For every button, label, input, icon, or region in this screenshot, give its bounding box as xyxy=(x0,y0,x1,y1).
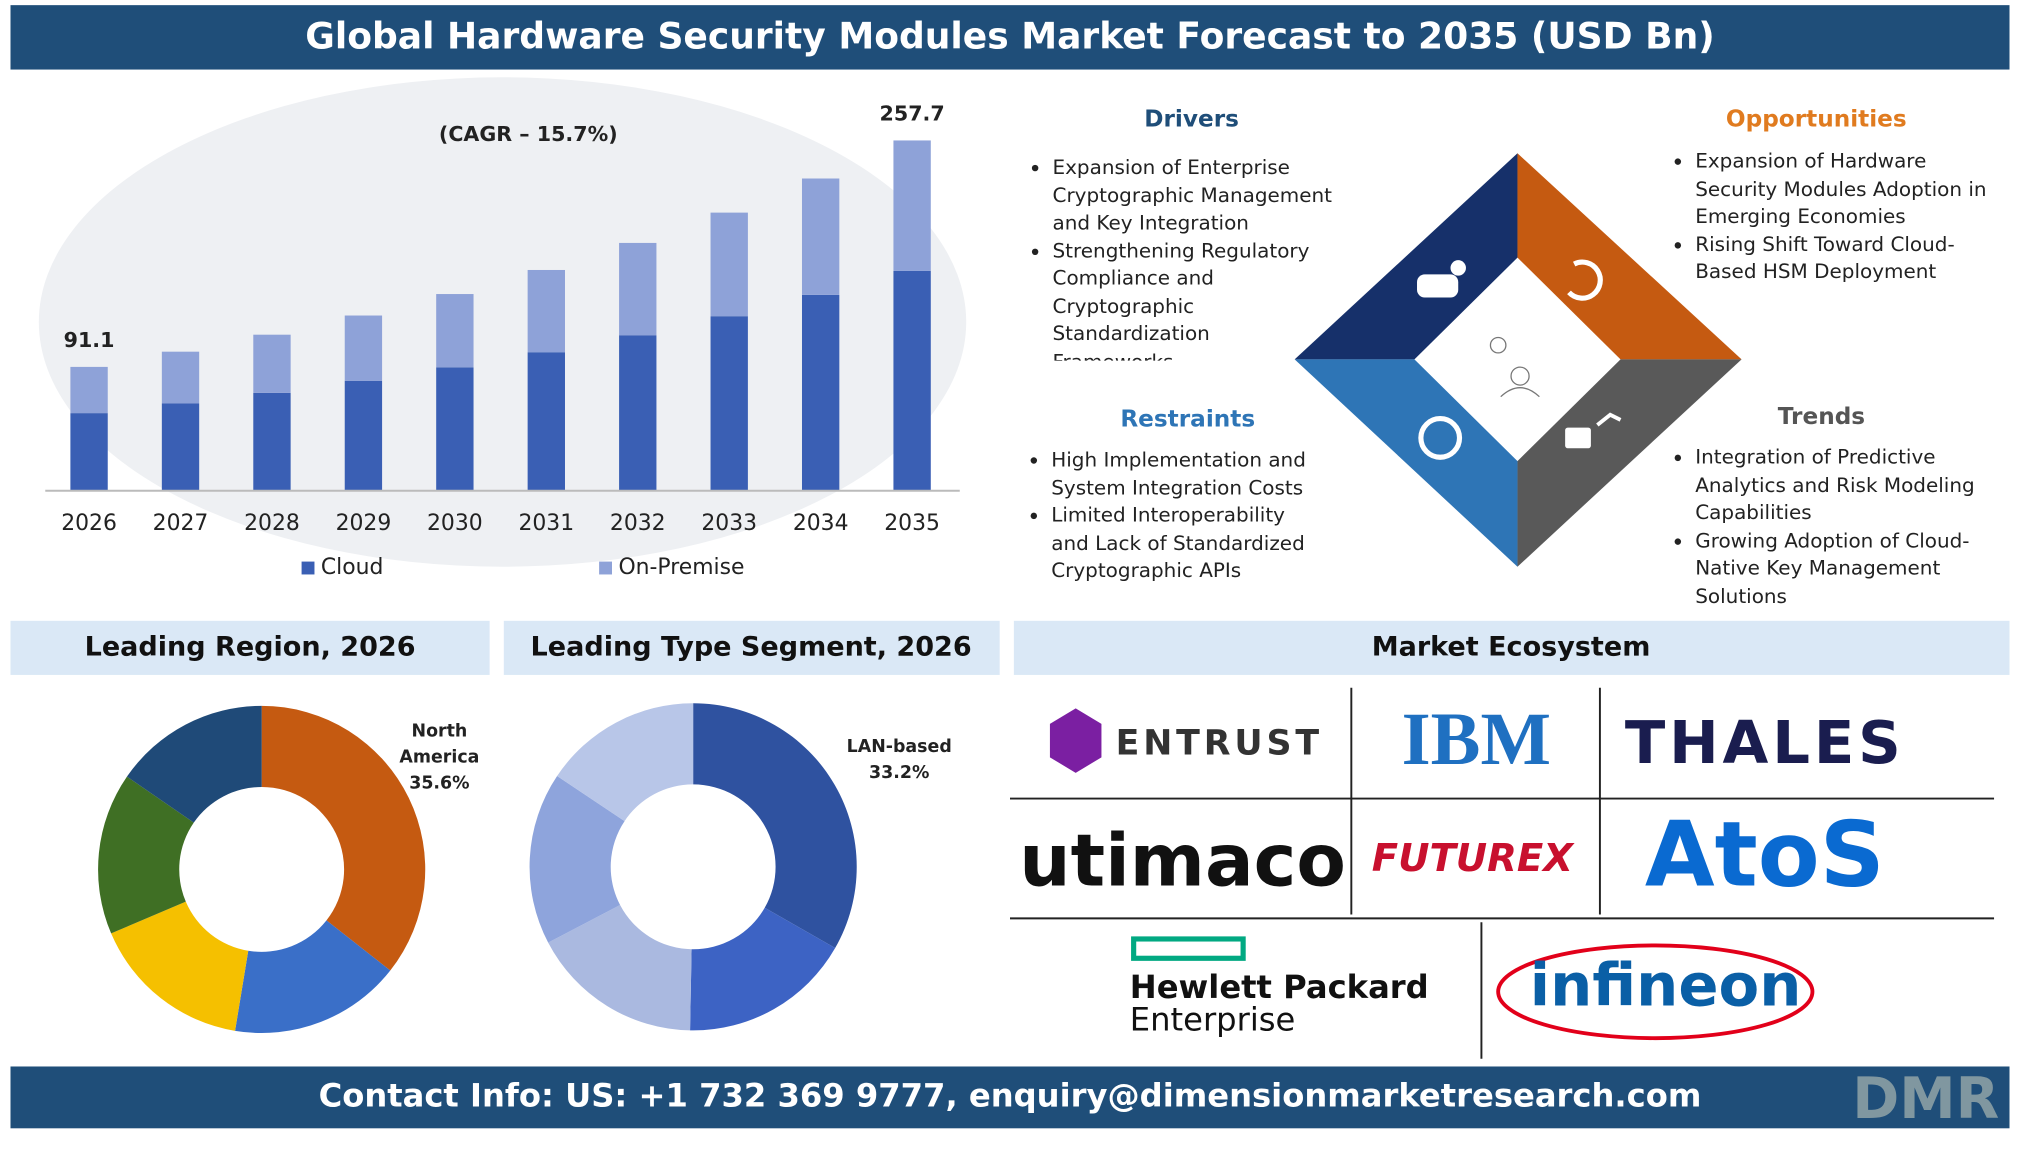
opportunities-list: Expansion of Hardware Security Modules A… xyxy=(1667,148,1989,303)
slice-label: North America xyxy=(399,721,480,768)
contact: Contact Info: US: +1 732 369 9777, enqui… xyxy=(319,1076,1702,1114)
bar-segment xyxy=(710,212,748,317)
slice-value-label: 35.6% xyxy=(409,772,470,794)
infineon-swoosh xyxy=(1496,943,1815,1041)
x-tick-label: 2031 xyxy=(518,511,574,536)
bar-segment xyxy=(253,334,291,393)
drivers-list: Expansion of Enterprise Cryptographic Ma… xyxy=(1024,155,1333,361)
bar-segment xyxy=(619,335,657,491)
header-bar xyxy=(10,5,2010,70)
donut-slice xyxy=(126,705,262,823)
legend-swatch xyxy=(301,561,315,575)
bar-segment xyxy=(801,178,840,295)
slice-label: LAN-based xyxy=(846,736,952,758)
hpe-icon xyxy=(1131,936,1246,961)
bar-segment xyxy=(527,352,565,491)
bar-segment xyxy=(344,315,383,381)
legend-label: Cloud xyxy=(321,555,383,580)
x-tick-label: 2029 xyxy=(336,511,392,536)
bar-segment xyxy=(161,403,200,491)
bar-segment xyxy=(527,269,565,353)
bar-segment xyxy=(344,380,383,491)
donut-slice xyxy=(261,705,426,971)
list-item: High Implementation and System Integrati… xyxy=(1051,447,1325,502)
x-tick-label: 2030 xyxy=(427,511,483,536)
logo: infineon xyxy=(1530,950,1802,1019)
brand-logo: DMR xyxy=(1852,1066,1999,1132)
x-tick-label: 2032 xyxy=(610,511,666,536)
trends-title: Trends xyxy=(1778,403,1865,430)
bar-segment xyxy=(436,294,474,368)
x-tick-label: 2034 xyxy=(793,511,849,536)
slice-value-label: 33.2% xyxy=(869,762,930,784)
donut-slice xyxy=(548,905,692,1031)
section-header xyxy=(1013,620,2010,675)
list-item: Expansion of Enterprise Cryptographic Ma… xyxy=(1053,155,1334,238)
bar-segment xyxy=(893,270,931,491)
list-item: Rising Shift Toward Cloud-Based HSM Depl… xyxy=(1695,231,1989,286)
donut-slice xyxy=(98,776,194,934)
bar-segment xyxy=(893,140,931,271)
list-item: Strengthening Regulatory Compliance and … xyxy=(1053,238,1334,361)
donut-slice xyxy=(235,920,391,1033)
entrust-icon xyxy=(1049,708,1102,773)
donut-slice xyxy=(111,901,249,1031)
x-tick-label: 2035 xyxy=(884,511,940,536)
bar-segment xyxy=(253,392,291,491)
bar-segment xyxy=(161,351,200,404)
section-title: Leading Region, 2026 xyxy=(85,631,416,662)
restraints-title: Restraints xyxy=(1120,405,1255,432)
slice-label: LAN-based xyxy=(846,736,952,758)
total-label: 91.1 xyxy=(64,328,115,352)
x-tick-label: 2028 xyxy=(244,511,300,536)
logo: IBM xyxy=(1402,698,1551,781)
cagr: (CAGR – 15.7%) xyxy=(439,122,618,146)
opportunities-title: Opportunities xyxy=(1726,105,1907,132)
slice-label: North America xyxy=(399,721,480,768)
logo-grid xyxy=(1009,687,1995,1059)
logo: FUTUREX xyxy=(1372,836,1576,881)
list-item: Expansion of Hardware Security Modules A… xyxy=(1695,148,1989,231)
donut-slice xyxy=(557,703,694,822)
bar-segment xyxy=(436,367,474,491)
logo: ENTRUST xyxy=(1116,723,1323,763)
section-header xyxy=(10,620,490,675)
logo: THALES xyxy=(1625,708,1905,777)
logo: Hewlett Packard xyxy=(1130,968,1429,1006)
donut-slice xyxy=(529,776,625,943)
legend-label: On-Premise xyxy=(618,555,744,580)
bar-segment xyxy=(710,316,748,491)
slice-value-label: 33.2% xyxy=(869,762,930,784)
total-label: 257.7 xyxy=(880,102,945,126)
list-item: Integration of Predictive Analytics and … xyxy=(1695,444,1989,527)
section-title: Market Ecosystem xyxy=(1372,631,1651,662)
bar-segment xyxy=(619,242,657,336)
donut-slice xyxy=(690,907,836,1031)
drivers-title: Drivers xyxy=(1144,105,1239,132)
trends-list: Integration of Predictive Analytics and … xyxy=(1667,444,1989,618)
bar-segment xyxy=(70,413,108,491)
x-tick-label: 2026 xyxy=(61,511,117,536)
list-item: Limited Interoperability and Lack of Sta… xyxy=(1051,502,1325,585)
bar-segment xyxy=(801,294,840,491)
x-tick-label: 2033 xyxy=(701,511,757,536)
list-item: Growing Adoption of Cloud-Native Key Man… xyxy=(1695,527,1989,610)
logo: utimaco xyxy=(1019,820,1346,904)
bar-segment xyxy=(70,366,108,414)
section-header xyxy=(503,620,1000,675)
logo: AtoS xyxy=(1645,802,1885,907)
logo: Enterprise xyxy=(1130,1000,1296,1038)
restraints-list: High Implementation and System Integrati… xyxy=(1023,447,1326,602)
legend-swatch xyxy=(599,561,613,575)
donut-slice xyxy=(693,703,857,949)
title: Global Hardware Security Modules Market … xyxy=(305,16,1714,58)
diamond xyxy=(1294,153,1742,567)
section-title: Leading Type Segment, 2026 xyxy=(531,631,972,662)
footer-bar xyxy=(10,1066,2010,1129)
slice-value-label: 35.6% xyxy=(409,772,470,794)
x-tick-label: 2027 xyxy=(153,511,209,536)
